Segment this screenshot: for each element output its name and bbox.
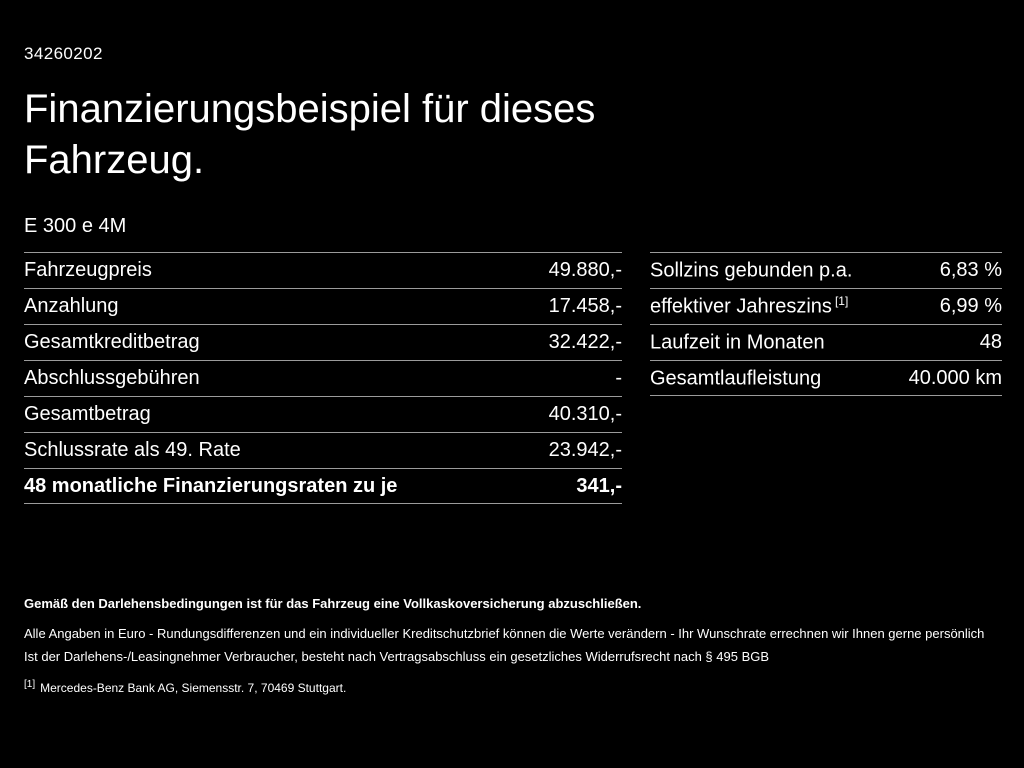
disclaimer-line-1: Alle Angaben in Euro - Rundungsdifferenz… — [24, 626, 985, 641]
footnote-ref: [1] — [834, 294, 849, 309]
table-row: Gesamtbetrag 40.310,- — [24, 396, 622, 432]
row-label: Gesamtkreditbetrag — [24, 331, 200, 353]
row-value: 6,99 % — [939, 295, 1002, 317]
page-title: Finanzierungsbeispiel für dieses Fahrzeu… — [24, 87, 596, 182]
disclaimer-line-2: Ist der Darlehens-/Leasingnehmer Verbrau… — [24, 649, 770, 664]
row-label-text: effektiver Jahreszins — [650, 295, 832, 318]
footnote-text: Mercedes-Benz Bank AG, Siemensstr. 7, 70… — [40, 681, 347, 695]
row-value: 48 — [979, 331, 1002, 353]
row-value: 6,83 % — [939, 259, 1002, 281]
row-label: Laufzeit in Monaten — [650, 330, 828, 355]
table-row: Anzahlung 17.458,- — [24, 288, 622, 324]
vehicle-model: E 300 e 4M — [24, 215, 127, 237]
insurance-note: Gemäß den Darlehensbedingungen ist für d… — [24, 596, 642, 611]
table-row: Sollzins gebunden p.a. 6,83 % — [650, 252, 1002, 288]
row-value: 341,- — [576, 474, 622, 497]
footer-notes: Gemäß den Darlehensbedingungen ist für d… — [24, 596, 1002, 695]
row-label: Gesamtbetrag — [24, 403, 151, 425]
table-row: Abschlussgebühren - — [24, 360, 622, 396]
table-row: Schlussrate als 49. Rate 23.942,- — [24, 432, 622, 468]
row-value: 40.000 km — [908, 366, 1002, 389]
row-label-text: Sollzins gebunden p.a. — [650, 259, 853, 282]
row-value: 23.942,- — [548, 439, 622, 461]
row-label: Gesamtlaufleistung — [650, 366, 824, 391]
row-value: - — [615, 367, 622, 389]
row-label: Sollzins gebunden p.a. — [650, 258, 855, 283]
row-label: 48 monatliche Finanzierungsraten zu je — [24, 474, 398, 497]
finance-table-right: Sollzins gebunden p.a. 6,83 % effektiver… — [650, 252, 1002, 396]
row-label: Schlussrate als 49. Rate — [24, 439, 241, 461]
row-value: 17.458,- — [548, 295, 622, 317]
footnote: [1] Mercedes-Benz Bank AG, Siemensstr. 7,… — [24, 679, 1002, 695]
row-value: 40.310,- — [548, 403, 622, 425]
table-row: Laufzeit in Monaten 48 — [650, 324, 1002, 360]
row-value: 32.422,- — [548, 331, 622, 353]
row-label-text: Gesamtlaufleistung — [650, 367, 822, 390]
finance-tables: Fahrzeugpreis 49.880,- Anzahlung 17.458,… — [24, 252, 1002, 504]
row-label: effektiver Jahreszins [1] — [650, 294, 848, 319]
row-label-text: Laufzeit in Monaten — [650, 331, 825, 354]
row-label: Fahrzeugpreis — [24, 259, 152, 281]
table-row-monthly-rate: 48 monatliche Finanzierungsraten zu je 3… — [24, 468, 622, 504]
finance-table-left: Fahrzeugpreis 49.880,- Anzahlung 17.458,… — [24, 252, 622, 504]
row-value: 49.880,- — [548, 259, 622, 281]
table-row: effektiver Jahreszins [1] 6,99 % — [650, 288, 1002, 324]
table-row: Gesamtlaufleistung 40.000 km — [650, 360, 1002, 396]
document-id: 34260202 — [24, 44, 103, 63]
row-label: Abschlussgebühren — [24, 367, 200, 389]
table-row: Gesamtkreditbetrag 32.422,- — [24, 324, 622, 360]
row-label: Anzahlung — [24, 295, 119, 317]
table-row: Fahrzeugpreis 49.880,- — [24, 252, 622, 288]
footnote-marker: [1] — [24, 679, 36, 690]
